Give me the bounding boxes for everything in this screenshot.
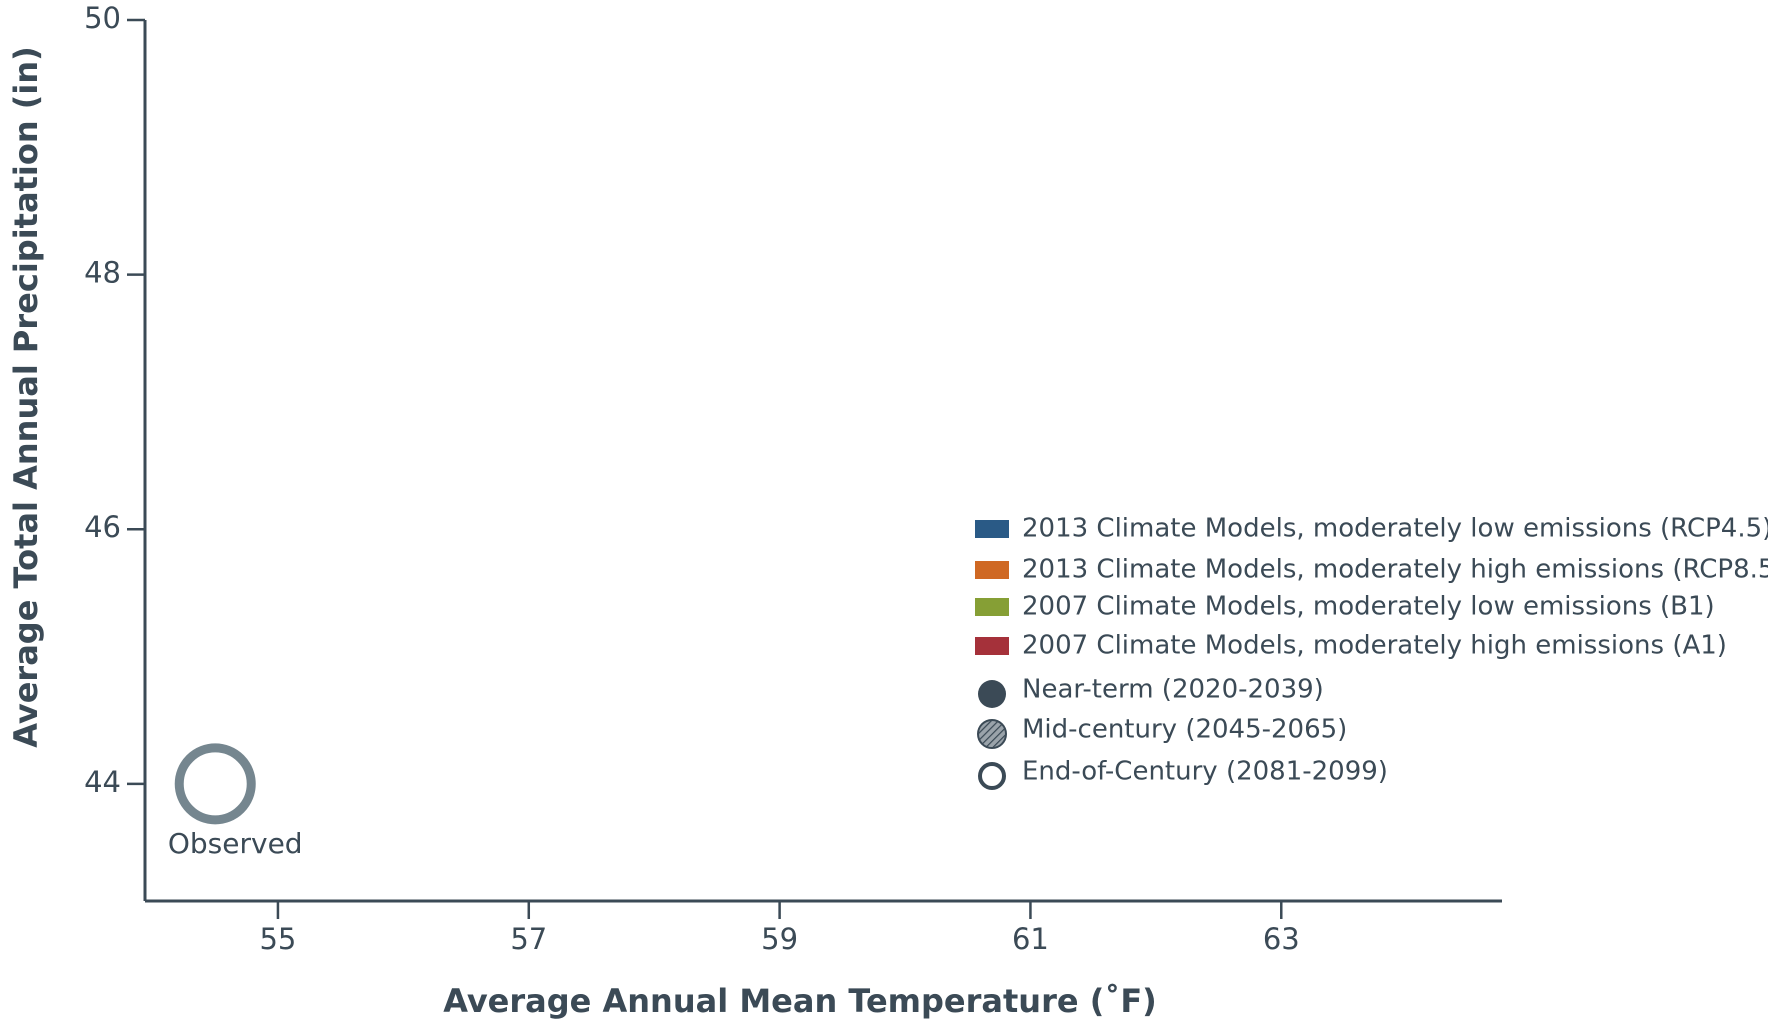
legend-swatch	[975, 520, 1009, 538]
legend-label: 2013 Climate Models, moderately low emis…	[1022, 514, 1768, 544]
x-tick-label: 55	[259, 922, 296, 956]
x-axis-title: Average Annual Mean Temperature (˚F)	[443, 982, 1157, 1020]
legend-label: Mid-century (2045-2065)	[1022, 715, 1347, 745]
legend-label: End-of-Century (2081-2099)	[1022, 757, 1388, 787]
legend-icon	[978, 680, 1006, 708]
legend-swatch	[975, 598, 1009, 616]
y-tick-label: 48	[84, 256, 121, 290]
x-tick-label: 57	[510, 922, 547, 956]
y-tick-label: 46	[84, 510, 121, 544]
x-tick-label: 63	[1263, 922, 1300, 956]
y-tick-label: 44	[84, 765, 121, 799]
point-label: Observed	[168, 827, 303, 860]
legend-label: 2007 Climate Models, moderately high emi…	[1022, 631, 1727, 661]
x-tick-label: 61	[1012, 922, 1049, 956]
legend-label: 2013 Climate Models, moderately high emi…	[1022, 555, 1768, 585]
legend-icon	[977, 719, 1007, 749]
legend-icon	[978, 762, 1006, 790]
legend-swatch	[975, 637, 1009, 655]
observed-point	[174, 743, 256, 825]
legend-label: 2007 Climate Models, moderately low emis…	[1022, 592, 1715, 622]
y-tick-label: 50	[84, 1, 121, 35]
y-axis-title: Average Total Annual Precipitation (in)	[7, 46, 45, 748]
x-tick-label: 59	[761, 922, 798, 956]
legend-label: Near-term (2020-2039)	[1022, 675, 1324, 705]
legend-swatch	[975, 561, 1009, 579]
